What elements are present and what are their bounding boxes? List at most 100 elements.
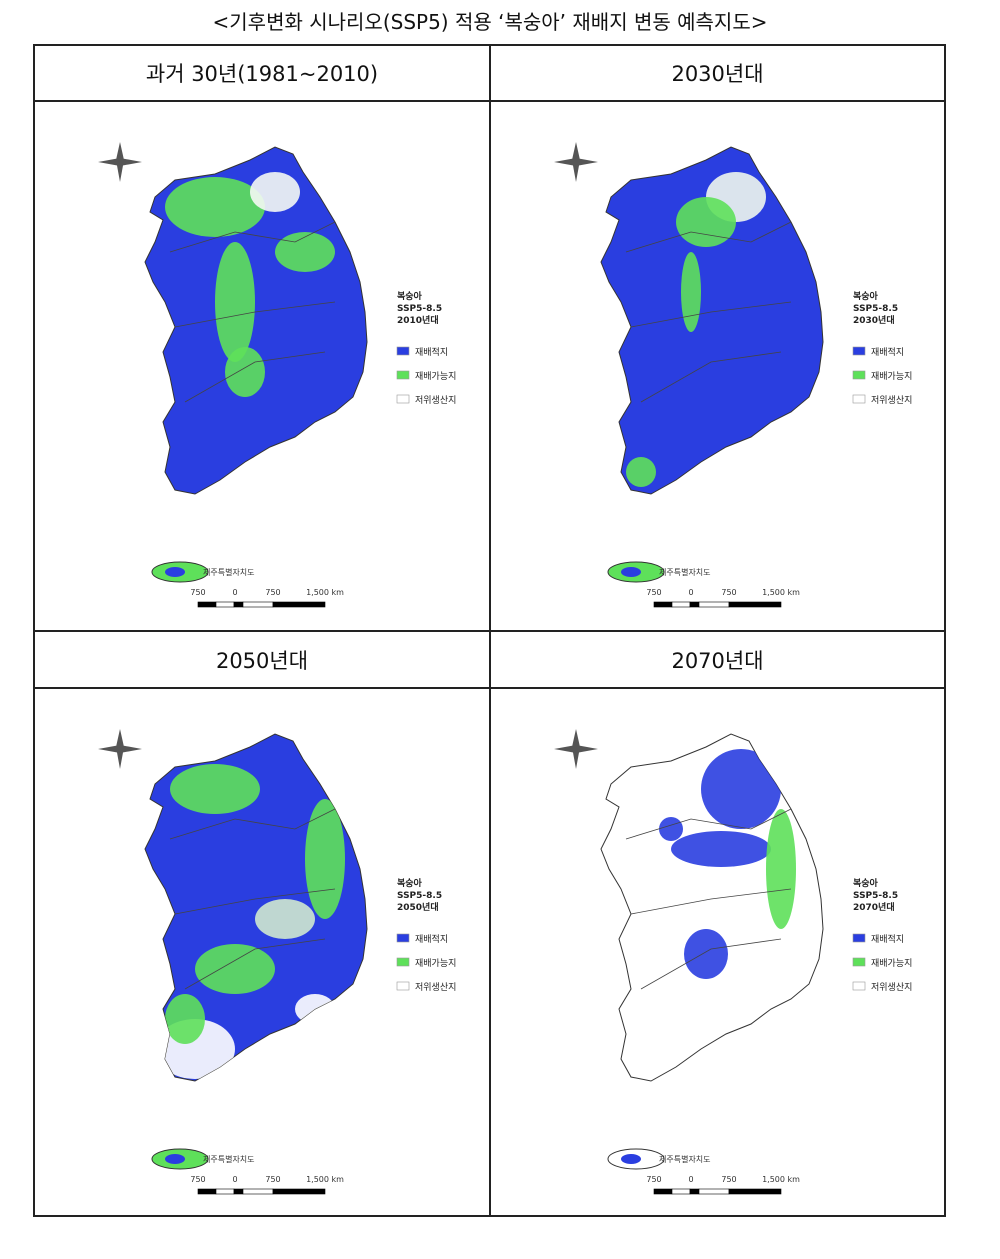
zone-patch <box>255 899 315 939</box>
scale-label: 750 <box>721 588 736 597</box>
legend-swatch <box>396 981 410 991</box>
scale-label: 750 <box>721 1175 736 1184</box>
panel-header: 과거 30년(1981~2010) <box>34 45 490 101</box>
legend-heading: 복숭아 <box>397 877 423 889</box>
legend-heading: 2030년대 <box>853 314 895 326</box>
zone-patch <box>215 242 255 362</box>
scale-bar <box>233 1188 244 1195</box>
patches <box>165 172 335 397</box>
jeju-label: 제주특별자치도 <box>203 1154 255 1164</box>
zone-patch <box>165 177 265 237</box>
zone-patch <box>195 944 275 994</box>
zone-patch <box>165 994 205 1044</box>
legend-heading: 복숭아 <box>397 290 423 302</box>
panel-header: 2050년대 <box>34 631 490 688</box>
legend-swatch <box>396 394 410 404</box>
legend-label: 재배적지 <box>415 346 448 358</box>
panel-header: 2070년대 <box>490 631 945 688</box>
legend-swatch <box>396 370 410 380</box>
zone-patch <box>626 457 656 487</box>
scale-label: 0 <box>232 1175 237 1184</box>
map-cell: 제주특별자치도 750 0 750 1,500 km 복숭아 SSP5-8.5 2050년대 재… <box>34 688 490 1216</box>
scale-bar <box>233 601 244 608</box>
patches <box>626 172 766 487</box>
legend-label: 재배가능지 <box>415 371 456 382</box>
jeju-label: 제주특별자치도 <box>659 1154 711 1164</box>
jeju-core <box>621 1154 641 1164</box>
legend-label: 재배가능지 <box>871 371 912 382</box>
boundaries <box>625 808 792 990</box>
map-cell: 제주특별자치도 750 0 750 1,500 km 복숭아 SSP5-8.5 2010년대 재… <box>34 101 490 631</box>
compass <box>98 142 142 182</box>
scale-bar <box>197 1188 217 1195</box>
scale-bar <box>272 1188 326 1195</box>
scale-label: 1,500 km <box>306 1175 344 1184</box>
panel-header: 2030년대 <box>490 45 945 101</box>
jeju-core <box>621 567 641 577</box>
scale-bar <box>242 1188 274 1195</box>
legend-label: 저위생산지 <box>415 982 456 993</box>
legend-heading: SSP5-8.5 <box>853 304 898 314</box>
zone-patch <box>676 197 736 247</box>
zone-patch <box>295 994 335 1024</box>
boundaries <box>169 808 336 990</box>
legend-label: 저위생산지 <box>871 982 912 993</box>
zone-patch <box>671 831 771 867</box>
legend-heading: SSP5-8.5 <box>397 891 442 901</box>
scale-bar <box>197 601 217 608</box>
scale-label: 750 <box>646 588 661 597</box>
scale-bar <box>728 1188 782 1195</box>
jeju-label: 제주특별자치도 <box>203 567 255 577</box>
map-cell: 제주특별자치도 750 0 750 1,500 km 복숭아 SSP5-8.5 2070년대 재… <box>490 688 945 1216</box>
legend-heading: SSP5-8.5 <box>853 891 898 901</box>
legend-label: 저위생산지 <box>415 395 456 406</box>
legend-swatch <box>852 394 866 404</box>
scale-label: 0 <box>232 588 237 597</box>
zone-patch <box>275 232 335 272</box>
map: 제주특별자치도 750 0 750 1,500 km 복숭아 SSP5-8.52050년대재… <box>98 729 456 1195</box>
map: 제주특별자치도 750 0 750 1,500 km 복숭아 SSP5-8.52030년대재… <box>554 142 912 608</box>
zone-patch <box>701 749 781 829</box>
scale-label: 750 <box>646 1175 661 1184</box>
patches <box>659 749 796 979</box>
scale-bar <box>689 601 700 608</box>
scale-bar <box>671 1188 691 1195</box>
zone-patch <box>250 172 300 212</box>
map: 제주특별자치도 750 0 750 1,500 km 복숭아 SSP5-8.52010년대재… <box>98 142 456 608</box>
legend-heading: 2070년대 <box>853 901 895 913</box>
scale-bar <box>242 601 274 608</box>
zone-patch <box>225 347 265 397</box>
scale-bar <box>215 1188 235 1195</box>
map-table: 과거 30년(1981~2010) 2030년대 제주특별자치도 750 0 750 1… <box>33 44 946 1217</box>
jeju-core <box>165 1154 185 1164</box>
scale-label: 1,500 km <box>762 588 800 597</box>
legend-label: 재배적지 <box>415 933 448 945</box>
scale-bar <box>728 601 782 608</box>
zone-patch <box>681 252 701 332</box>
legend-heading: 2010년대 <box>397 314 439 326</box>
zone-patch <box>305 799 345 919</box>
scale-bar <box>698 601 730 608</box>
scale-bar <box>698 1188 730 1195</box>
boundaries <box>625 221 792 403</box>
legend-heading: 2050년대 <box>397 901 439 913</box>
legend-label: 저위생산지 <box>871 395 912 406</box>
zone-patch <box>659 817 683 841</box>
legend-swatch <box>852 933 866 943</box>
scale-bar <box>653 601 673 608</box>
legend-label: 재배적지 <box>871 933 904 945</box>
compass <box>554 142 598 182</box>
legend-label: 재배가능지 <box>871 958 912 969</box>
compass <box>554 729 598 769</box>
legend-heading: 복숭아 <box>853 290 879 302</box>
scale-label: 750 <box>265 1175 280 1184</box>
compass <box>98 729 142 769</box>
scale-bar <box>653 1188 673 1195</box>
scale-label: 1,500 km <box>762 1175 800 1184</box>
scale-bar <box>215 601 235 608</box>
legend-heading: 복숭아 <box>853 877 879 889</box>
legend-swatch <box>852 346 866 356</box>
legend-swatch <box>852 981 866 991</box>
boundaries <box>169 221 336 403</box>
zone-patch <box>766 809 796 929</box>
